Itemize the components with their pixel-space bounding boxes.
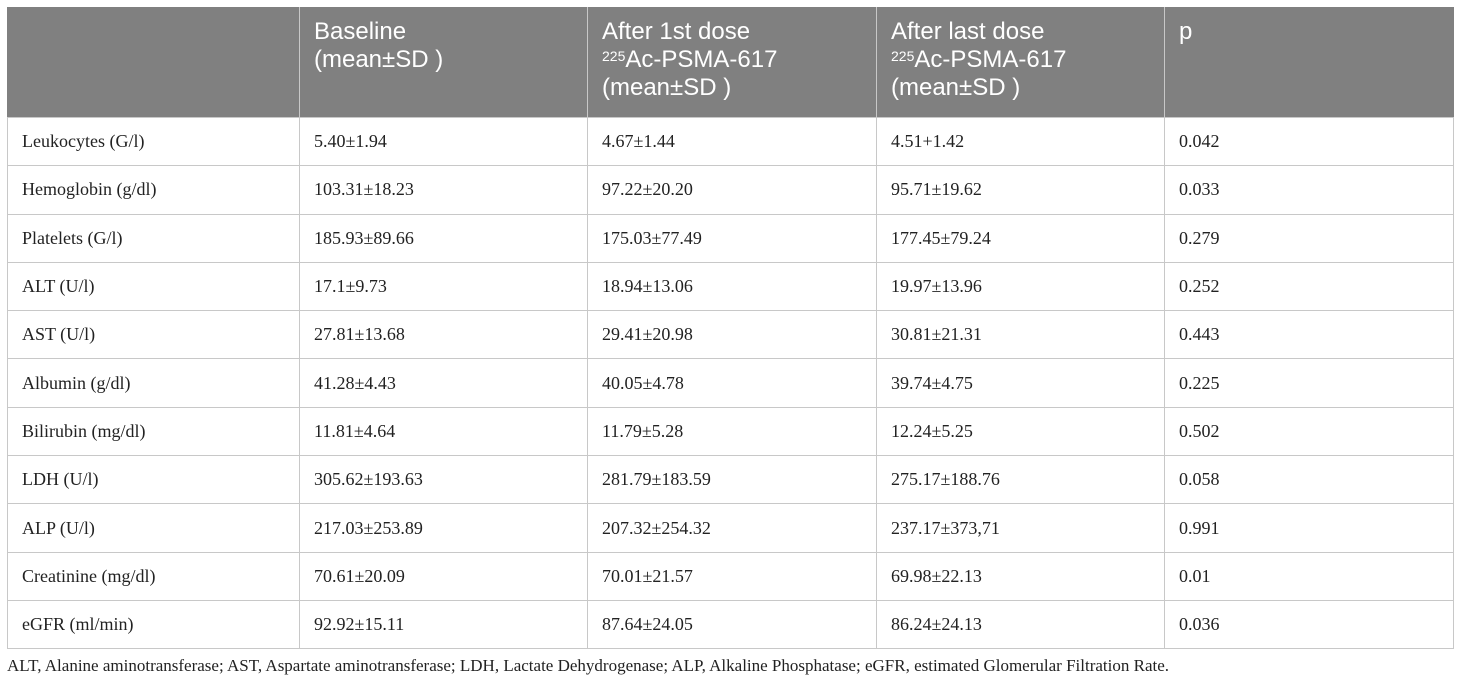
table-row: Hemoglobin (g/dl) 103.31±18.23 97.22±20.…: [7, 165, 1454, 215]
after-first-value: 40.05±4.78: [587, 358, 877, 408]
baseline-value: 70.61±20.09: [299, 551, 588, 601]
table-row: LDH (U/l) 305.62±193.63 281.79±183.59 27…: [7, 455, 1454, 505]
after-last-value: 177.45±79.24: [876, 213, 1165, 263]
baseline-value: 41.28±4.43: [299, 358, 588, 408]
p-value: 0.279: [1164, 213, 1454, 263]
row-label: Hemoglobin (g/dl): [7, 165, 300, 215]
header-parameter: [7, 7, 300, 118]
row-label: eGFR (ml/min): [7, 599, 300, 650]
after-last-value: 237.17±373,71: [876, 503, 1165, 553]
table-row: Platelets (G/l) 185.93±89.66 175.03±77.4…: [7, 213, 1454, 263]
baseline-value: 5.40±1.94: [299, 116, 588, 167]
table-row: ALP (U/l) 217.03±253.89 207.32±254.32 23…: [7, 503, 1454, 553]
p-value: 0.502: [1164, 406, 1454, 457]
baseline-value: 305.62±193.63: [299, 455, 588, 505]
p-value: 0.01: [1164, 551, 1454, 601]
row-label: ALP (U/l): [7, 503, 300, 553]
baseline-value: 103.31±18.23: [299, 165, 588, 215]
after-last-value: 30.81±21.31: [876, 310, 1165, 360]
row-label: Albumin (g/dl): [7, 358, 300, 408]
header-after-last-dose: After last dose 225Ac-PSMA-617 (mean±SD …: [876, 7, 1165, 118]
p-value: 0.225: [1164, 358, 1454, 408]
table-row: eGFR (ml/min) 92.92±15.11 87.64±24.05 86…: [7, 599, 1454, 650]
baseline-value: 17.1±9.73: [299, 261, 588, 312]
after-last-value: 275.17±188.76: [876, 455, 1165, 505]
header-last-unit: (mean±SD ): [891, 74, 1021, 101]
table-row: Leukocytes (G/l) 5.40±1.94 4.67±1.44 4.5…: [7, 116, 1454, 167]
header-last-drug: Ac-PSMA-617: [914, 46, 1067, 73]
p-value: 0.252: [1164, 261, 1454, 312]
header-row: Baseline (mean±SD ) After 1st dose 225Ac…: [7, 7, 1454, 118]
results-table: Baseline (mean±SD ) After 1st dose 225Ac…: [7, 7, 1454, 650]
after-last-value: 12.24±5.25: [876, 406, 1165, 457]
after-first-value: 29.41±20.98: [587, 310, 877, 360]
after-first-value: 175.03±77.49: [587, 213, 877, 263]
baseline-value: 185.93±89.66: [299, 213, 588, 263]
table-footnote: ALT, Alanine aminotransferase; AST, Aspa…: [7, 656, 1170, 675]
header-baseline-unit: (mean±SD ): [314, 46, 444, 73]
header-p-value: p: [1164, 7, 1454, 118]
after-last-value: 86.24±24.13: [876, 599, 1165, 650]
baseline-value: 217.03±253.89: [299, 503, 588, 553]
after-last-value: 19.97±13.96: [876, 261, 1165, 312]
after-first-value: 281.79±183.59: [587, 455, 877, 505]
row-label: Creatinine (mg/dl): [7, 551, 300, 601]
header-first-title: After 1st dose: [602, 18, 751, 45]
table-row: Bilirubin (mg/dl) 11.81±4.64 11.79±5.28 …: [7, 406, 1454, 457]
p-value: 0.042: [1164, 116, 1454, 167]
after-first-value: 70.01±21.57: [587, 551, 877, 601]
row-label: LDH (U/l): [7, 455, 300, 505]
p-value: 0.058: [1164, 455, 1454, 505]
after-first-value: 11.79±5.28: [587, 406, 877, 457]
row-label: Leukocytes (G/l): [7, 116, 300, 167]
after-last-value: 39.74±4.75: [876, 358, 1165, 408]
p-value: 0.443: [1164, 310, 1454, 360]
header-baseline: Baseline (mean±SD ): [299, 7, 588, 118]
after-first-value: 97.22±20.20: [587, 165, 877, 215]
p-value: 0.033: [1164, 165, 1454, 215]
after-first-value: 18.94±13.06: [587, 261, 877, 312]
baseline-value: 11.81±4.64: [299, 406, 588, 457]
header-baseline-title: Baseline: [314, 18, 407, 45]
after-first-value: 207.32±254.32: [587, 503, 877, 553]
row-label: Platelets (G/l): [7, 213, 300, 263]
header-first-isotope: 225: [602, 48, 626, 64]
row-label: AST (U/l): [7, 310, 300, 360]
header-last-isotope: 225: [891, 48, 915, 64]
baseline-value: 27.81±13.68: [299, 310, 588, 360]
baseline-value: 92.92±15.11: [299, 599, 588, 650]
p-value: 0.036: [1164, 599, 1454, 650]
header-first-unit: (mean±SD ): [602, 74, 732, 101]
table-row: Albumin (g/dl) 41.28±4.43 40.05±4.78 39.…: [7, 358, 1454, 408]
table-row: ALT (U/l) 17.1±9.73 18.94±13.06 19.97±13…: [7, 261, 1454, 312]
row-label: Bilirubin (mg/dl): [7, 406, 300, 457]
after-last-value: 4.51+1.42: [876, 116, 1165, 167]
after-last-value: 69.98±22.13: [876, 551, 1165, 601]
header-after-first-dose: After 1st dose 225Ac-PSMA-617 (mean±SD ): [587, 7, 877, 118]
after-first-value: 87.64±24.05: [587, 599, 877, 650]
header-last-title: After last dose: [891, 18, 1045, 45]
table-row: AST (U/l) 27.81±13.68 29.41±20.98 30.81±…: [7, 310, 1454, 360]
after-last-value: 95.71±19.62: [876, 165, 1165, 215]
row-label: ALT (U/l): [7, 261, 300, 312]
header-first-drug: Ac-PSMA-617: [625, 46, 778, 73]
table-row: Creatinine (mg/dl) 70.61±20.09 70.01±21.…: [7, 551, 1454, 601]
p-value: 0.991: [1164, 503, 1454, 553]
after-first-value: 4.67±1.44: [587, 116, 877, 167]
